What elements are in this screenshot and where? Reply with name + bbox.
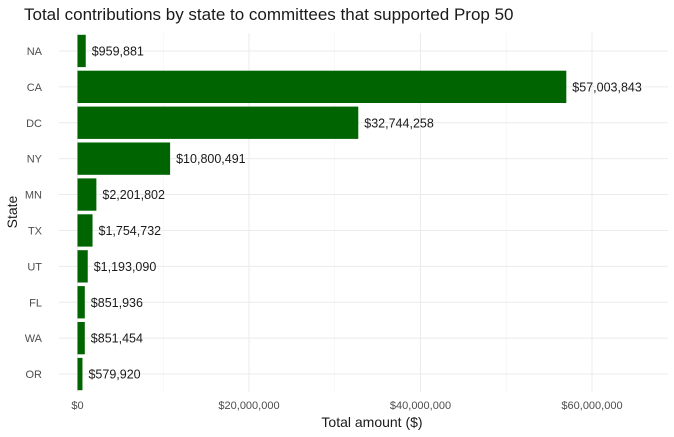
bar-or xyxy=(77,357,83,391)
y-tick-label: FL xyxy=(29,297,42,309)
y-tick-label: CA xyxy=(27,82,43,94)
y-tick-labels: NA CA DC NY MN TX UT FL WA OR xyxy=(25,46,43,381)
bar-tx xyxy=(77,214,93,247)
data-label-tx: $1,754,732 xyxy=(99,224,162,238)
y-tick-label: NY xyxy=(27,154,43,166)
y-tick-label: OR xyxy=(26,369,43,381)
bar-ny xyxy=(77,142,171,175)
y-tick-label: MN xyxy=(25,190,42,202)
x-tick-labels: $0 $20,000,000 $40,000,000 $60,000,000 xyxy=(71,400,622,412)
data-label-wa: $851,454 xyxy=(91,332,143,346)
x-axis-title: Total amount ($) xyxy=(321,414,422,430)
x-tick-label: $40,000,000 xyxy=(390,400,451,412)
data-label-na: $959,881 xyxy=(92,44,144,58)
bar-na xyxy=(77,34,86,68)
data-labels: $959,881 $57,003,843 $32,744,258 $10,800,49… xyxy=(88,44,641,381)
bar-ut xyxy=(77,250,88,283)
data-label-ut: $1,193,090 xyxy=(94,260,157,274)
bar-ca xyxy=(77,70,567,104)
data-label-dc: $32,744,258 xyxy=(364,116,434,130)
data-label-mn: $2,201,802 xyxy=(102,188,165,202)
y-tick-label: TX xyxy=(28,225,43,237)
data-label-ca: $57,003,843 xyxy=(572,80,642,94)
data-label-fl: $851,936 xyxy=(91,296,143,310)
x-tick-label: $20,000,000 xyxy=(218,400,279,412)
x-tick-label: $60,000,000 xyxy=(561,400,622,412)
y-tick-label: WA xyxy=(25,333,43,345)
y-tick-label: UT xyxy=(27,261,42,273)
data-label-ny: $10,800,491 xyxy=(176,152,246,166)
y-axis-title: State xyxy=(4,195,20,228)
bars-group xyxy=(77,34,567,391)
bar-fl xyxy=(77,286,85,319)
y-tick-label: NA xyxy=(27,46,43,58)
bar-wa xyxy=(77,321,85,355)
bar-dc xyxy=(77,106,359,139)
x-tick-label: $0 xyxy=(71,400,83,412)
y-tick-label: DC xyxy=(26,118,42,130)
data-label-or: $579,920 xyxy=(88,368,140,382)
chart-title: Total contributions by state to committe… xyxy=(24,5,514,24)
bar-mn xyxy=(77,178,97,211)
